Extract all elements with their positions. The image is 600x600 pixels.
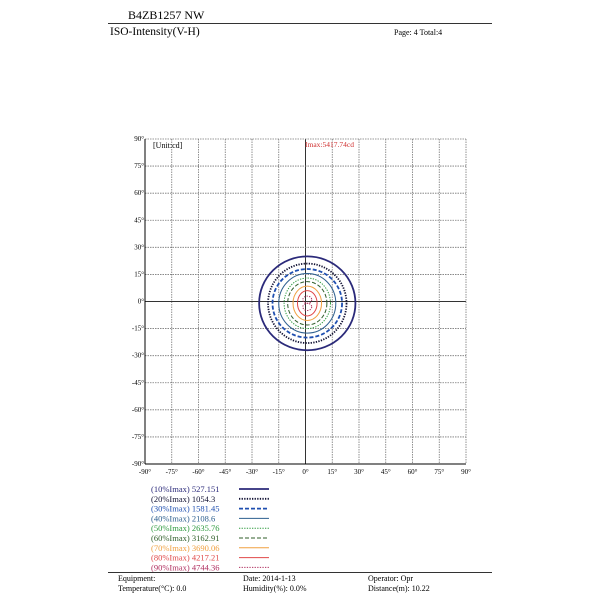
document-title: B4ZB1257 NW [128,8,205,22]
y-tick-label: 60° [134,189,144,197]
report-subtitle: ISO-Intensity(V-H) [110,26,200,38]
contour-70pct [292,285,323,321]
x-tick-label: 0° [302,468,309,476]
y-tick-label: 30° [134,243,144,251]
footer-distance: Distance(m): 10.22 [368,584,430,593]
legend-label: (40%Imax) 2108.6 [151,513,215,523]
contour-40pct [278,273,337,334]
y-tick-label: -15° [132,325,144,333]
x-tick-label: 75° [434,468,444,476]
footer-humidity: Humidity(%): 0.0% [243,584,307,593]
imax-label: Imax:5417.74cd [305,140,354,149]
legend-label: (70%Imax) 3690.06 [151,543,219,553]
legend-label: (60%Imax) 3162.91 [151,533,219,543]
y-tick-label: 0° [138,298,145,306]
footer-operator: Operator: Opr [368,574,414,583]
contour-50pct [283,277,331,330]
y-tick-label: -45° [132,379,144,387]
y-tick-label: -60° [132,406,144,414]
contour-30pct [271,268,343,339]
footer-equipment: Equipment: [118,574,156,583]
contour-90pct-lower [302,302,313,312]
y-tick-label: 15° [134,270,144,278]
x-tick-label: 30° [354,468,364,476]
x-tick-label: -75° [166,468,178,476]
legend-label: (90%Imax) 4744.36 [151,562,219,572]
page-info: Page: 4 Total:4 [394,28,443,37]
footer-divider [108,572,492,573]
legend-label: (80%Imax) 4217.21 [151,553,219,563]
contour-10pct [258,255,357,352]
y-tick-label: -90° [132,460,144,468]
legend-label: (20%Imax) 1054.3 [151,494,215,504]
contour-60pct [287,281,328,326]
x-tick-label: -30° [246,468,258,476]
contour-80pct [296,290,318,317]
contour-90pct-upper [302,295,313,304]
x-tick-label: 45° [381,468,391,476]
x-tick-label: -45° [219,468,231,476]
x-tick-label: -60° [192,468,204,476]
x-tick-label: 90° [461,468,471,476]
legend-label: (30%Imax) 1581.45 [151,504,219,514]
y-tick-label: -75° [132,433,144,441]
contour-20pct [267,262,348,344]
x-tick-label: -15° [273,468,285,476]
x-tick-label: 60° [408,468,418,476]
unit-label: [Unit:cd] [153,141,183,150]
y-tick-label: 45° [134,216,144,224]
legend-label: (10%Imax) 527.151 [151,484,219,494]
y-tick-label: 90° [134,135,144,143]
y-tick-label: 75° [134,162,144,170]
x-tick-label: -90° [139,468,151,476]
x-tick-label: 15° [327,468,337,476]
header-divider [108,23,492,24]
footer-date: Date: 2014-1-13 [243,574,296,583]
legend-label: (50%Imax) 2635.76 [151,523,219,533]
footer-temperature: Temperature(°C): 0.0 [118,584,187,593]
y-tick-label: -30° [132,352,144,360]
